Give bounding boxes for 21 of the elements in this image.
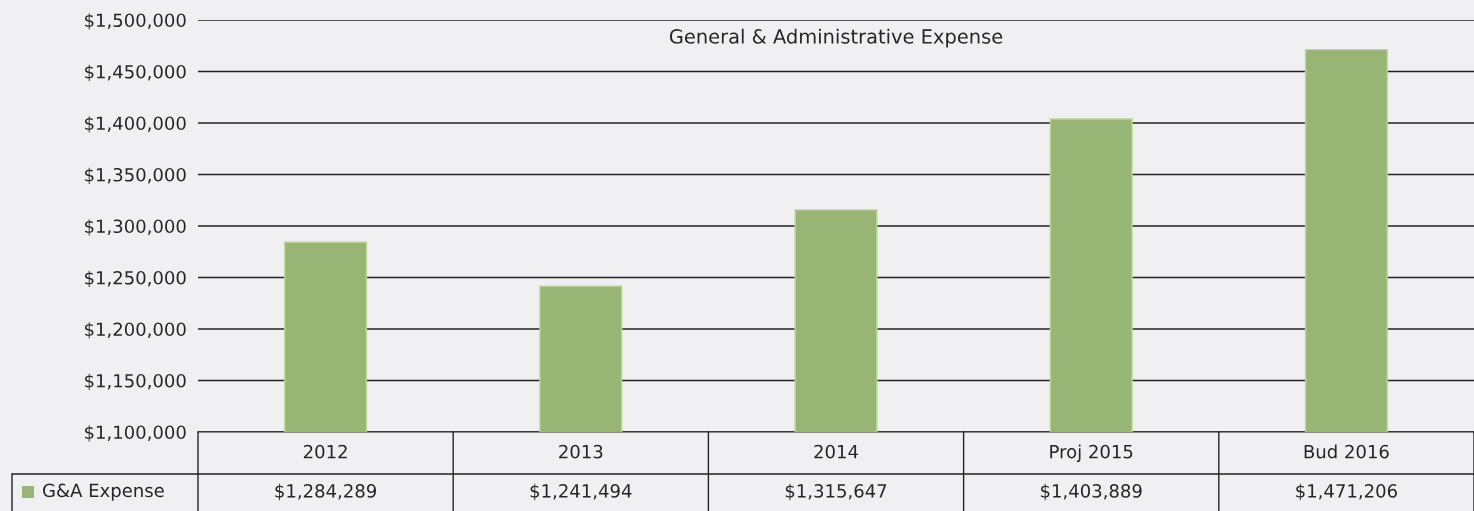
data-label: $1,471,206 — [1296, 483, 1397, 501]
y-tick-label: $1,150,000 — [85, 373, 186, 391]
data-label: $1,315,647 — [785, 483, 887, 501]
x-tick-label: 2013 — [559, 444, 603, 459]
data-label: $1,403,889 — [1041, 483, 1142, 501]
y-tick-label: $1,250,000 — [85, 270, 186, 288]
y-tick-label: $1,400,000 — [85, 116, 186, 133]
x-tick-label: 2012 — [303, 444, 347, 459]
y-tick-label: $1,300,000 — [85, 219, 186, 236]
y-tick-label: $1,200,000 — [85, 322, 186, 339]
y-tick-label: $1,450,000 — [85, 64, 186, 82]
data-label: $1,284,289 — [275, 483, 377, 501]
x-tick-label: 2014 — [814, 444, 858, 459]
y-tick-label: $1,100,000 — [85, 425, 186, 442]
x-tick-label: Bud 2016 — [1304, 444, 1389, 459]
y-tick-label: $1,350,000 — [85, 167, 186, 185]
data-label: $1,241,494 — [530, 483, 632, 501]
legend-label: G&A Expense — [43, 483, 164, 501]
chart-title: General & Administrative Expense — [669, 28, 1003, 48]
y-tick-label: $1,500,000 — [85, 13, 186, 30]
x-tick-label: Proj 2015 — [1050, 444, 1133, 462]
